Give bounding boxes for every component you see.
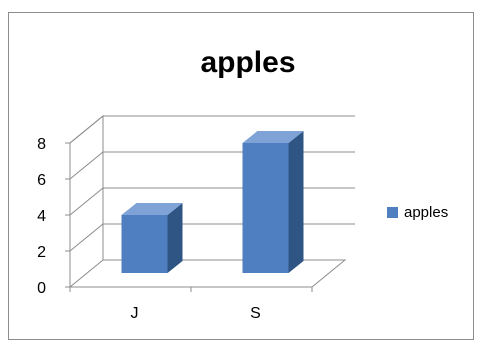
legend-swatch <box>387 207 398 218</box>
y-tick-label: 0 <box>37 280 46 297</box>
x-tick-label: S <box>250 305 261 322</box>
bar-S <box>242 131 304 273</box>
y-tick-label: 6 <box>37 172 46 189</box>
gridlines <box>65 115 355 288</box>
bars <box>121 131 304 273</box>
y-tick-label: 8 <box>37 136 46 153</box>
bar-side <box>167 203 183 273</box>
chart-area[interactable] <box>8 12 474 340</box>
bar-front <box>121 215 168 273</box>
bar-top <box>121 203 183 215</box>
y-tick-label: 4 <box>37 208 46 225</box>
legend[interactable]: apples <box>387 204 448 221</box>
chart-title: apples <box>200 46 296 79</box>
y-axis-tick-labels: 0 2 4 6 8 <box>37 136 46 297</box>
gridline <box>69 115 355 144</box>
bar-front <box>242 143 289 273</box>
x-tick-label: J <box>131 305 139 322</box>
floor <box>68 259 347 288</box>
gridline <box>69 151 355 180</box>
legend-label: apples <box>404 204 449 221</box>
plot-walls <box>68 114 347 288</box>
bar-top <box>242 131 304 143</box>
gridline <box>69 187 355 216</box>
bar-side <box>288 131 304 273</box>
y-tick-label: 2 <box>37 244 46 261</box>
gridline <box>69 223 355 252</box>
bar-J <box>121 203 183 273</box>
